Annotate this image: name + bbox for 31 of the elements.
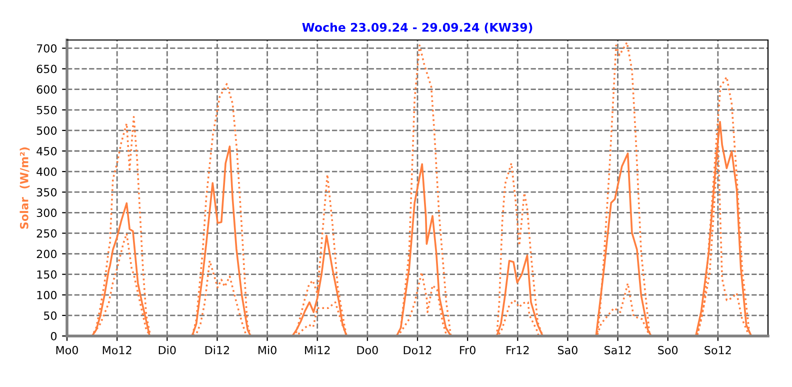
y-tick-label: 100 [37,290,57,300]
x-tick-label: Mi12 [305,346,330,354]
y-tick-label: 350 [36,188,57,196]
x-tick-label: Mo0 [56,346,78,354]
x-tick-label: Di0 [158,346,176,354]
y-tick-label: 50 [44,311,57,320]
y-tick-label: 500 [36,126,57,135]
x-tick-label: So0 [658,346,678,354]
x-tick-label: Sa0 [558,346,578,354]
y-tick-label: 250 [36,229,57,238]
x-tick-label: Fr12 [506,346,529,354]
x-tick-label: Mi0 [258,346,276,354]
y-tick-label: 0 [50,332,57,340]
y-tick-label: 550 [36,106,57,114]
y-tick-label: 150 [37,270,57,279]
x-tick-label: Mo12 [102,346,132,354]
y-tick-label: 400 [36,168,57,176]
y-axis-title: Solar (W/m²) [20,147,30,229]
x-tick-label: Fr0 [460,346,476,354]
chart-title: Woche 23.09.24 - 29.09.24 (KW39) [302,22,532,34]
y-tick-label: 450 [36,146,57,156]
x-tick-label: So12 [704,346,731,354]
x-tick-label: Do0 [357,346,378,354]
y-tick-label: 600 [36,85,57,94]
y-tick-label: 650 [36,64,57,74]
y-tick-label: 700 [36,44,57,53]
x-tick-label: Di12 [205,346,229,354]
y-tick-label: 200 [36,250,57,258]
x-tick-label: Do12 [404,346,432,354]
x-tick-label: Sa12 [604,346,631,354]
y-tick-label: 300 [36,208,57,218]
